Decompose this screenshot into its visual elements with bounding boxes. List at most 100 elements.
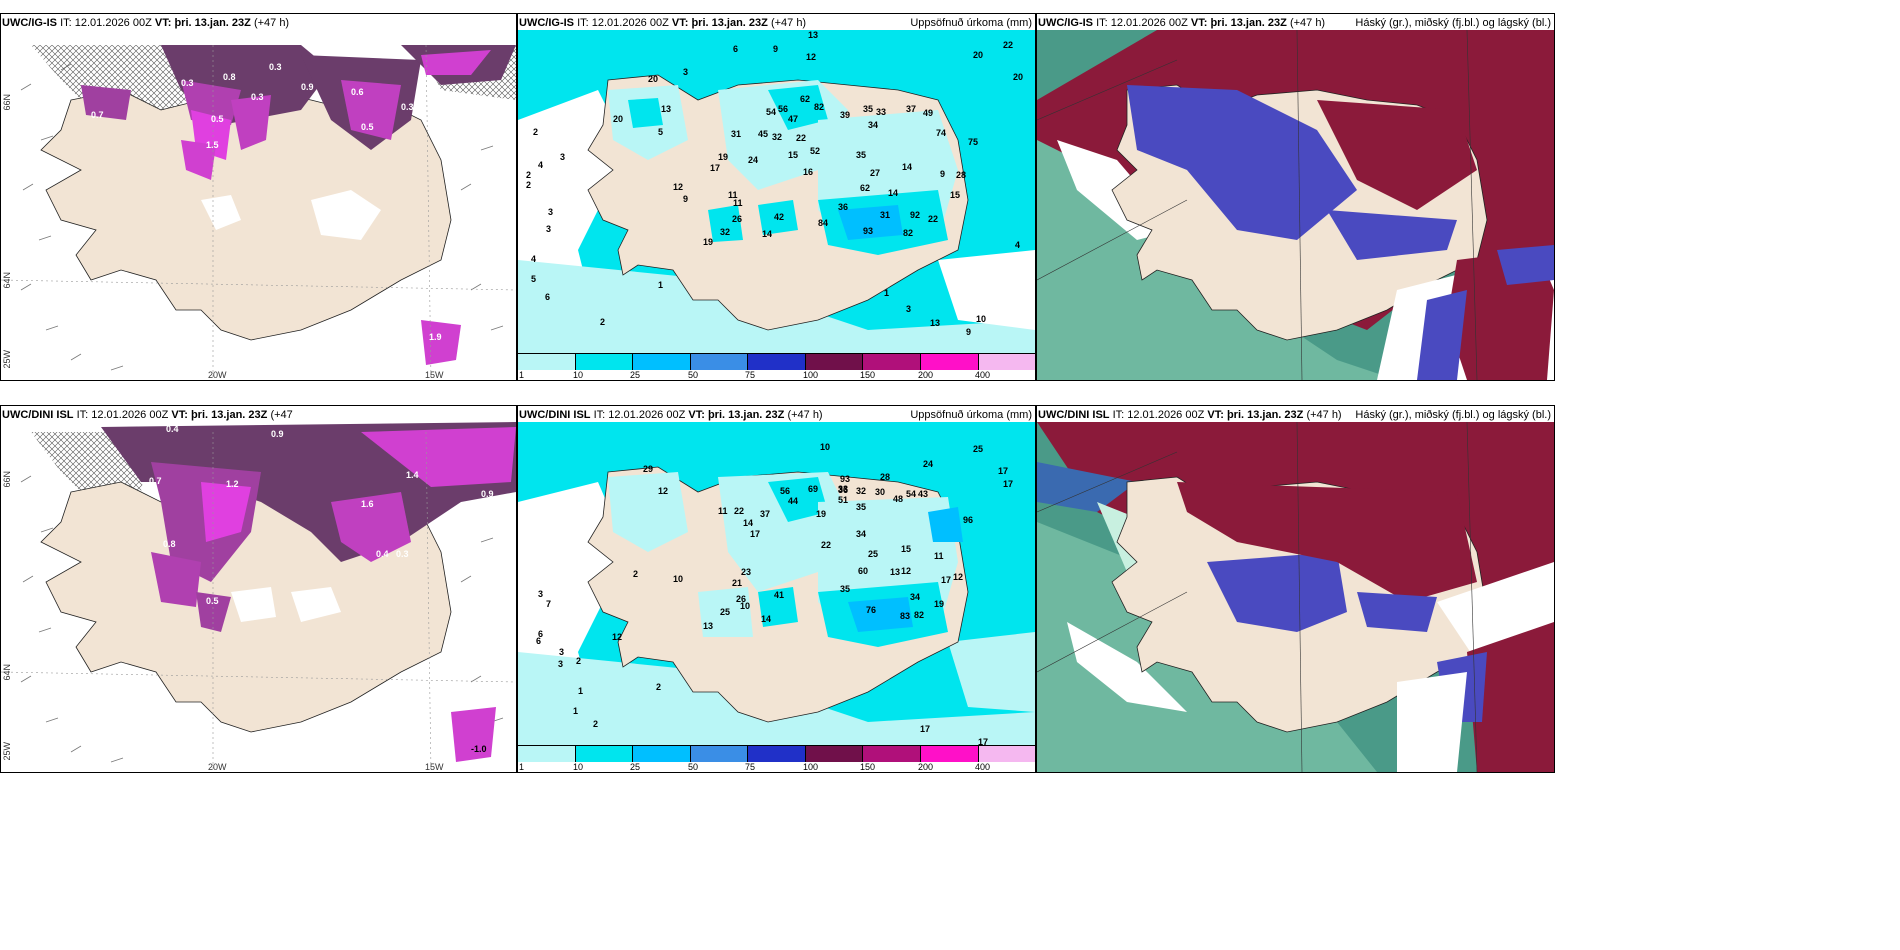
lat-label-66: 66N [2, 94, 12, 111]
svg-text:15: 15 [788, 150, 798, 160]
svg-text:32: 32 [720, 227, 730, 237]
lon-label-20: 20W [208, 762, 227, 772]
svg-text:15: 15 [901, 544, 911, 554]
legend-swatch [575, 746, 634, 762]
panel-header: UWC/DINI ISL IT: 12.01.2026 00Z VT: þri.… [1038, 409, 1342, 421]
lat-label-66: 66N [2, 471, 12, 488]
svg-text:13: 13 [890, 567, 900, 577]
svg-text:56: 56 [778, 104, 788, 114]
lon-label-15: 15W [425, 762, 444, 772]
svg-text:3: 3 [538, 589, 543, 599]
svg-text:7: 7 [546, 599, 551, 609]
svg-text:0.7: 0.7 [149, 476, 162, 486]
svg-text:37: 37 [760, 509, 770, 519]
svg-text:93: 93 [863, 226, 873, 236]
legend-swatch [978, 354, 1035, 370]
svg-text:0.5: 0.5 [361, 122, 374, 132]
svg-text:62: 62 [800, 94, 810, 104]
svg-text:10: 10 [673, 574, 683, 584]
svg-text:26: 26 [732, 214, 742, 224]
svg-text:31: 31 [880, 210, 890, 220]
svg-text:48: 48 [893, 494, 903, 504]
precip-map: 13 22 20 20 12 6 9 20 3 20 13 62 82 39 3… [518, 30, 1035, 355]
svg-text:0.5: 0.5 [211, 114, 224, 124]
svg-text:14: 14 [762, 229, 772, 239]
svg-text:2: 2 [593, 719, 598, 729]
svg-text:6: 6 [536, 636, 541, 646]
svg-text:11: 11 [733, 198, 743, 208]
legend-swatch [690, 746, 749, 762]
panel-header: UWC/IG-IS IT: 12.01.2026 00Z VT: þri. 13… [519, 17, 807, 29]
svg-text:0.7: 0.7 [91, 110, 104, 120]
svg-text:9: 9 [773, 44, 778, 54]
svg-text:11: 11 [934, 551, 944, 561]
panel-title: Háský (gr.), miðský (fj.bl.) og lágský (… [1355, 409, 1551, 421]
svg-text:51: 51 [838, 495, 848, 505]
svg-text:34: 34 [910, 592, 920, 602]
svg-text:1: 1 [658, 280, 663, 290]
svg-text:17: 17 [941, 575, 951, 585]
legend-swatch [748, 746, 806, 762]
svg-text:16: 16 [803, 167, 813, 177]
svg-text:11: 11 [728, 190, 738, 200]
panel-snow-dini: UWC/DINI ISL IT: 12.01.2026 00Z VT: þri.… [0, 405, 517, 773]
svg-text:44: 44 [788, 496, 798, 506]
svg-text:2: 2 [576, 656, 581, 666]
svg-text:9: 9 [683, 194, 688, 204]
svg-text:0.3: 0.3 [401, 102, 414, 112]
svg-text:75: 75 [968, 137, 978, 147]
svg-text:93: 93 [840, 474, 850, 484]
svg-text:0.9: 0.9 [301, 82, 314, 92]
svg-text:2: 2 [656, 682, 661, 692]
svg-text:10: 10 [740, 601, 750, 611]
legend-swatch [518, 746, 576, 762]
legend-swatch [518, 354, 576, 370]
svg-text:12: 12 [953, 572, 963, 582]
svg-text:29: 29 [643, 464, 653, 474]
precip-legend [518, 745, 1035, 762]
svg-text:62: 62 [860, 183, 870, 193]
svg-text:34: 34 [856, 529, 866, 539]
svg-text:9: 9 [940, 169, 945, 179]
svg-text:4: 4 [538, 160, 543, 170]
svg-text:2: 2 [600, 317, 605, 327]
svg-text:22: 22 [821, 540, 831, 550]
svg-text:35: 35 [840, 584, 850, 594]
panel-header: UWC/IG-IS IT: 12.01.2026 00Z VT: þri. 13… [1038, 17, 1326, 29]
svg-text:23: 23 [741, 567, 751, 577]
svg-text:19: 19 [816, 509, 826, 519]
svg-text:14: 14 [761, 614, 771, 624]
svg-text:0.8: 0.8 [163, 539, 176, 549]
svg-text:1: 1 [578, 686, 583, 696]
svg-text:19: 19 [934, 599, 944, 609]
svg-text:12: 12 [806, 52, 816, 62]
svg-text:6: 6 [545, 292, 550, 302]
svg-text:60: 60 [858, 566, 868, 576]
svg-text:0.8: 0.8 [223, 72, 236, 82]
svg-text:1.2: 1.2 [226, 479, 239, 489]
snow-map: 0.4 0.9 0.7 1.2 1.6 0.5 0.8 0.3 0.4 1.4 … [1, 422, 516, 772]
svg-text:54: 54 [906, 489, 916, 499]
svg-text:42: 42 [774, 212, 784, 222]
svg-text:14: 14 [902, 162, 912, 172]
legend-swatch [978, 746, 1035, 762]
legend-swatch [920, 354, 979, 370]
svg-text:84: 84 [818, 218, 828, 228]
svg-text:2: 2 [533, 127, 538, 137]
svg-text:41: 41 [774, 590, 784, 600]
svg-text:27: 27 [870, 168, 880, 178]
svg-text:0.4: 0.4 [376, 549, 389, 559]
svg-text:82: 82 [914, 610, 924, 620]
svg-text:13: 13 [930, 318, 940, 328]
svg-text:96: 96 [963, 515, 973, 525]
svg-text:74: 74 [936, 128, 946, 138]
legend-swatch [863, 354, 921, 370]
svg-text:0.3: 0.3 [251, 92, 264, 102]
svg-text:32: 32 [772, 132, 782, 142]
svg-text:17: 17 [750, 529, 760, 539]
legend-swatch [633, 354, 691, 370]
svg-text:0.3: 0.3 [181, 78, 194, 88]
svg-text:3: 3 [559, 647, 564, 657]
svg-text:22: 22 [1003, 40, 1013, 50]
svg-text:10: 10 [820, 442, 830, 452]
